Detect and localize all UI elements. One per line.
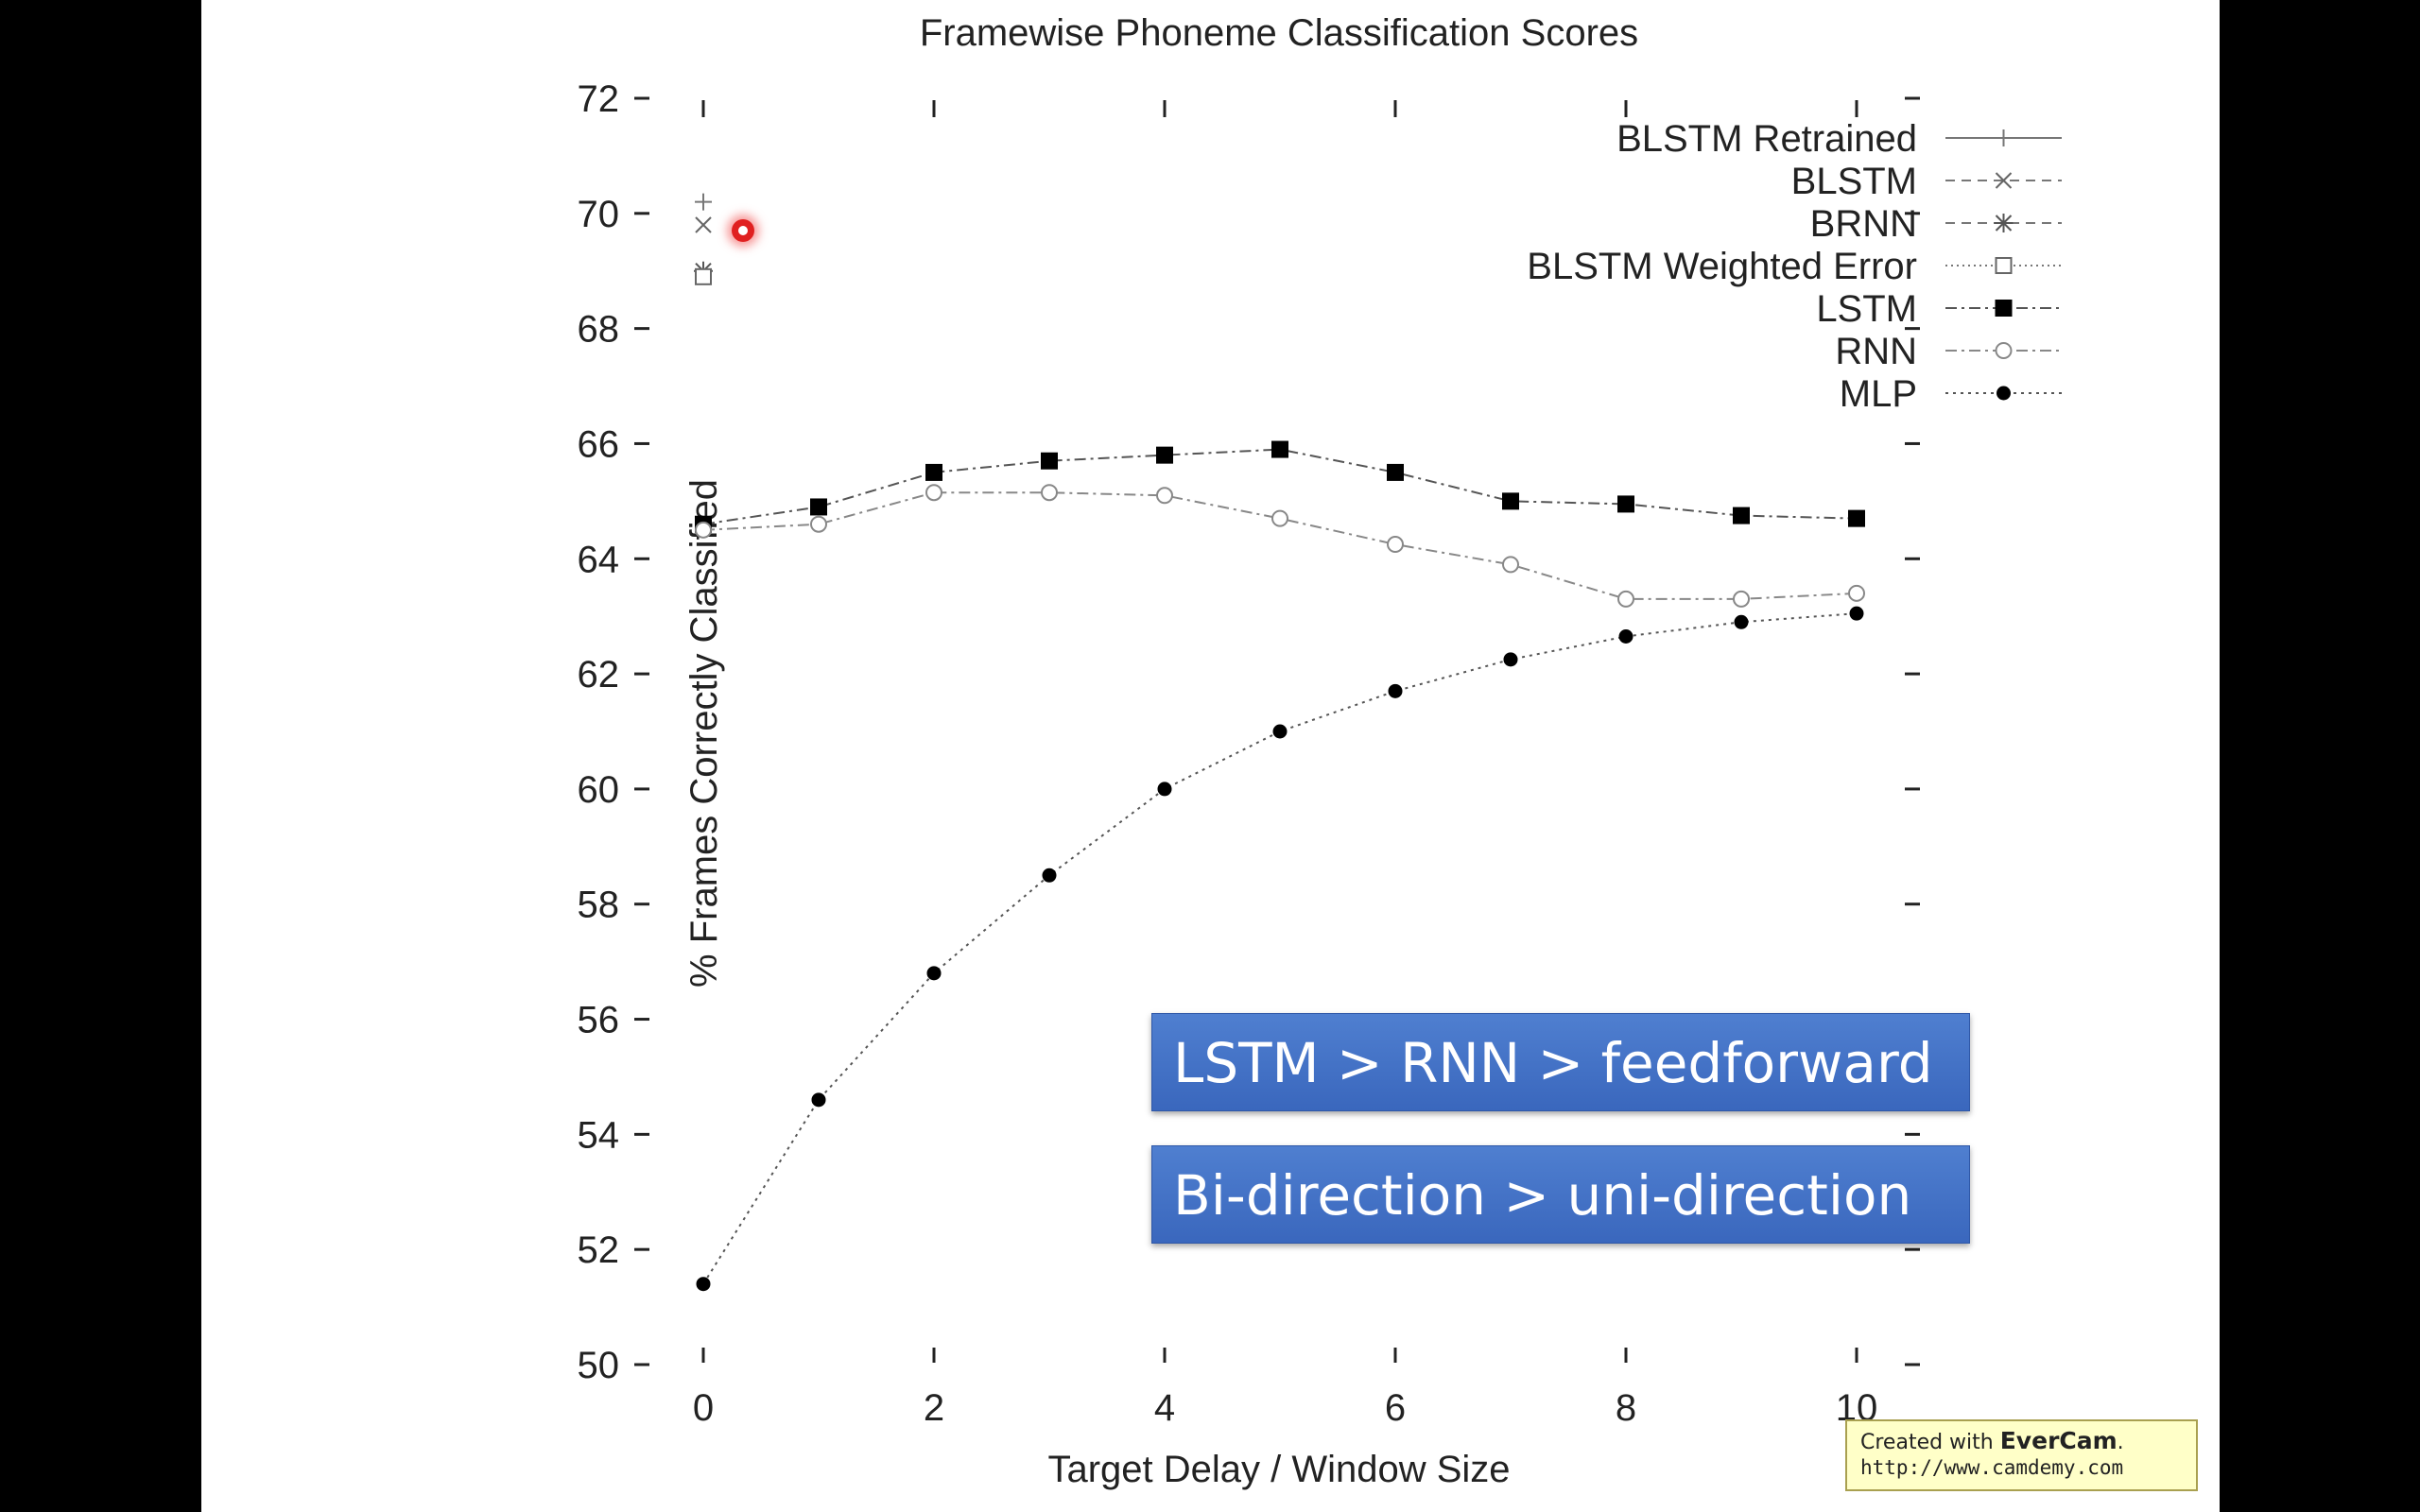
legend-marker xyxy=(1996,386,2011,401)
y-tick-label: 66 xyxy=(578,423,620,465)
y-tick-label: 50 xyxy=(578,1345,620,1386)
series-blstm xyxy=(695,216,712,233)
legend-label: BLSTM Weighted Error xyxy=(1527,246,1917,287)
y-tick-label: 54 xyxy=(578,1114,620,1156)
y-tick-label: 60 xyxy=(578,769,620,811)
series-mlp xyxy=(696,606,1864,1292)
y-tick-label: 56 xyxy=(578,1000,620,1041)
data-point xyxy=(1041,452,1058,470)
data-point xyxy=(1849,606,1864,621)
x-tick-label: 8 xyxy=(1616,1387,1636,1429)
plot-area xyxy=(694,193,1865,1292)
data-point xyxy=(926,966,942,981)
data-point xyxy=(1618,629,1634,644)
data-point xyxy=(1388,683,1403,698)
data-point xyxy=(1848,509,1865,527)
legend-label: BLSTM xyxy=(1791,161,1917,202)
data-point xyxy=(810,498,827,516)
legend-label: MLP xyxy=(1840,373,1917,415)
data-point xyxy=(1848,584,1865,602)
data-point xyxy=(1502,492,1519,510)
data-point xyxy=(1042,868,1057,883)
cursor-highlight xyxy=(732,219,754,242)
data-point xyxy=(810,515,827,533)
data-point xyxy=(1734,614,1749,629)
legend-marker xyxy=(1995,342,2013,359)
y-tick-label: 58 xyxy=(578,885,620,926)
series-rnn xyxy=(695,484,1865,608)
slide: Framewise Phoneme Classification Scores … xyxy=(201,0,2220,1512)
data-point xyxy=(925,463,942,481)
chart-title: Framewise Phoneme Classification Scores xyxy=(920,12,1638,54)
callout-bidirection: Bi-direction > uni-direction xyxy=(1151,1145,1970,1244)
data-point xyxy=(1502,556,1519,574)
series-blstm-weighted-error xyxy=(695,267,712,285)
data-point xyxy=(1503,652,1518,667)
data-point xyxy=(1617,495,1634,513)
legend-marker xyxy=(1994,214,2014,232)
callout-lstm-rnn-feedforward: LSTM > RNN > feedforward xyxy=(1151,1013,1970,1111)
data-point xyxy=(1272,724,1288,739)
watermark-suffix: . xyxy=(2117,1431,2124,1454)
series-line xyxy=(702,491,1858,600)
data-point xyxy=(811,1092,826,1108)
legend-label: BRNN xyxy=(1810,203,1917,245)
legend-marker xyxy=(1995,129,2013,146)
series-lstm xyxy=(695,440,1865,533)
x-tick-label: 4 xyxy=(1154,1387,1175,1429)
legend-label: LSTM xyxy=(1816,288,1917,330)
data-point xyxy=(1157,782,1172,797)
watermark-url: http://www.camdemy.com xyxy=(1860,1456,2124,1479)
legend-label: RNN xyxy=(1835,331,1917,372)
y-axis-label: % Frames Correctly Classified xyxy=(683,479,725,988)
y-tick-label: 70 xyxy=(578,194,620,235)
chart: Framewise Phoneme Classification Scores … xyxy=(578,12,2062,1490)
legend-label: BLSTM Retrained xyxy=(1616,118,1917,160)
legend-marker xyxy=(1995,257,2013,274)
x-tick-label: 6 xyxy=(1385,1387,1406,1429)
data-point xyxy=(925,484,942,502)
legend-marker xyxy=(1995,172,2013,189)
y-tick-label: 72 xyxy=(578,78,620,120)
y-tick-label: 62 xyxy=(578,654,620,696)
data-point xyxy=(695,267,712,285)
x-tick-label: 0 xyxy=(693,1387,714,1429)
data-point xyxy=(1156,487,1173,505)
x-axis-label: Target Delay / Window Size xyxy=(1047,1449,1510,1490)
watermark-prefix: Created with xyxy=(1860,1431,2000,1454)
series-blstm-retrained xyxy=(695,193,712,211)
y-tick-label: 52 xyxy=(578,1229,620,1271)
data-point xyxy=(1617,590,1634,608)
data-point xyxy=(1733,507,1750,524)
y-tick-label: 64 xyxy=(578,539,620,580)
data-point xyxy=(695,216,712,233)
data-point xyxy=(1271,509,1288,527)
data-point xyxy=(1156,446,1173,464)
series-line xyxy=(702,612,1858,1285)
data-point xyxy=(695,193,712,211)
data-point xyxy=(1387,536,1404,554)
data-point xyxy=(1271,440,1288,458)
data-point xyxy=(1733,590,1750,608)
evercam-watermark: Created with EverCam. http://www.camdemy… xyxy=(1845,1419,2198,1491)
data-point xyxy=(695,521,712,539)
y-tick-label: 68 xyxy=(578,309,620,351)
x-tick-label: 2 xyxy=(924,1387,944,1429)
data-point xyxy=(696,1277,711,1292)
legend-marker xyxy=(1995,300,2013,317)
data-point xyxy=(1387,463,1404,481)
data-point xyxy=(1041,484,1058,502)
watermark-brand: EverCam xyxy=(1999,1427,2118,1454)
